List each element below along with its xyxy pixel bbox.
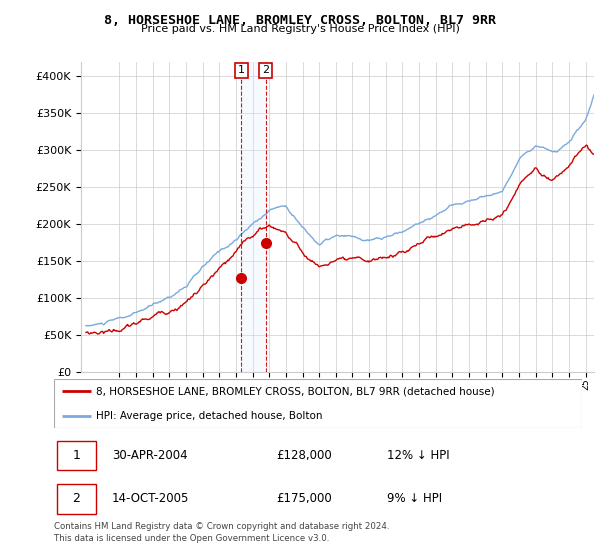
Bar [56,441,96,470]
Text: Contains HM Land Registry data © Crown copyright and database right 2024.
This d: Contains HM Land Registry data © Crown c… [54,522,389,543]
Text: 9% ↓ HPI: 9% ↓ HPI [386,492,442,506]
Bar [56,484,96,514]
Text: Price paid vs. HM Land Registry's House Price Index (HPI): Price paid vs. HM Land Registry's House … [140,24,460,34]
Text: 30-APR-2004: 30-APR-2004 [112,449,188,462]
Text: 14-OCT-2005: 14-OCT-2005 [112,492,190,506]
Text: 1: 1 [238,66,245,76]
Text: 8, HORSESHOE LANE, BROMLEY CROSS, BOLTON, BL7 9RR: 8, HORSESHOE LANE, BROMLEY CROSS, BOLTON… [104,14,496,27]
Text: 1: 1 [72,449,80,462]
Text: £128,000: £128,000 [276,449,332,462]
Text: 8, HORSESHOE LANE, BROMLEY CROSS, BOLTON, BL7 9RR (detached house): 8, HORSESHOE LANE, BROMLEY CROSS, BOLTON… [96,386,495,396]
Bar [241,62,266,372]
Text: HPI: Average price, detached house, Bolton: HPI: Average price, detached house, Bolt… [96,411,323,421]
Text: £175,000: £175,000 [276,492,332,506]
Text: 2: 2 [262,66,269,76]
Text: 12% ↓ HPI: 12% ↓ HPI [386,449,449,462]
Text: 2: 2 [72,492,80,506]
